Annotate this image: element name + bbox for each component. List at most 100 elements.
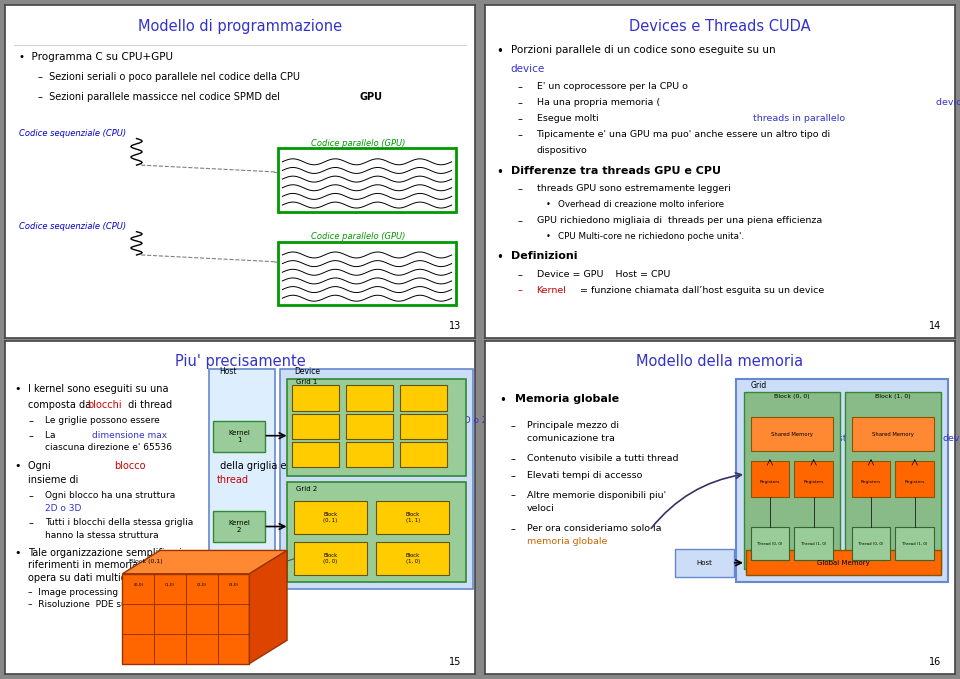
- Text: device memory: device memory: [936, 98, 960, 107]
- Text: Device = GPU    Host = CPU: Device = GPU Host = CPU: [537, 270, 670, 278]
- Text: –: –: [29, 518, 34, 528]
- FancyBboxPatch shape: [287, 379, 466, 475]
- Text: Esegue molti: Esegue molti: [537, 114, 601, 123]
- Text: 1D,: 1D,: [506, 491, 521, 500]
- FancyBboxPatch shape: [376, 542, 449, 575]
- Text: blocco: blocco: [114, 460, 145, 471]
- Text: •: •: [496, 45, 503, 58]
- FancyBboxPatch shape: [746, 551, 941, 575]
- Text: Codice sequenziale (CPU): Codice sequenziale (CPU): [19, 221, 126, 231]
- Text: Block (0, 0): Block (0, 0): [774, 394, 809, 399]
- Text: Shared Memory: Shared Memory: [872, 432, 914, 437]
- Text: Thread (0, 0): Thread (0, 0): [858, 542, 884, 546]
- Text: comunicazione tra: comunicazione tra: [527, 434, 618, 443]
- Text: ciascuna direzione e' 65536: ciascuna direzione e' 65536: [45, 443, 172, 452]
- Text: Host: Host: [697, 559, 712, 566]
- Text: Overhead di creazione molto inferiore: Overhead di creazione molto inferiore: [558, 200, 724, 209]
- Text: host: host: [827, 434, 847, 443]
- Text: Kernel
1: Kernel 1: [228, 430, 250, 443]
- Text: 2D o 3D: 2D o 3D: [45, 504, 82, 513]
- Text: –: –: [517, 130, 522, 140]
- Text: Block (0,1): Block (0,1): [130, 559, 163, 564]
- Text: della griglia in: della griglia in: [315, 430, 383, 440]
- FancyBboxPatch shape: [794, 460, 833, 497]
- Text: Registers: Registers: [904, 480, 924, 484]
- Text: insieme di: insieme di: [29, 475, 82, 485]
- FancyBboxPatch shape: [277, 242, 456, 305]
- Text: (2,0): (2,0): [197, 583, 207, 587]
- Text: device: device: [511, 64, 545, 73]
- Text: Ogni: Ogni: [29, 460, 54, 471]
- FancyBboxPatch shape: [292, 414, 339, 439]
- Text: –: –: [29, 416, 34, 426]
- FancyBboxPatch shape: [400, 386, 447, 411]
- Text: •: •: [14, 384, 21, 394]
- FancyBboxPatch shape: [346, 442, 393, 467]
- Text: –: –: [517, 82, 522, 92]
- Text: Thread (0, 0): Thread (0, 0): [757, 542, 782, 546]
- FancyBboxPatch shape: [292, 386, 339, 411]
- FancyBboxPatch shape: [794, 527, 833, 560]
- Text: Ogni blocco ha una struttura: Ogni blocco ha una struttura: [45, 491, 178, 500]
- Text: –: –: [511, 471, 516, 481]
- Text: riferimenti in memoria quando si: riferimenti in memoria quando si: [29, 560, 189, 570]
- Text: •: •: [14, 548, 21, 558]
- FancyBboxPatch shape: [896, 527, 934, 560]
- FancyBboxPatch shape: [852, 460, 890, 497]
- Text: (0,0): (0,0): [133, 583, 143, 587]
- Text: •: •: [496, 166, 503, 179]
- Text: veloci: veloci: [527, 504, 555, 513]
- FancyBboxPatch shape: [400, 414, 447, 439]
- Text: (1,0): (1,0): [165, 583, 175, 587]
- FancyBboxPatch shape: [213, 421, 265, 452]
- Text: Grid: Grid: [751, 381, 767, 390]
- Text: •: •: [14, 460, 21, 471]
- FancyBboxPatch shape: [400, 442, 447, 467]
- Text: Block
(1, 0): Block (1, 0): [405, 553, 420, 564]
- Text: griglia,: griglia,: [542, 384, 576, 394]
- Text: Definizioni: Definizioni: [511, 251, 577, 261]
- Text: –  Risoluzione  PDE su volumi: – Risoluzione PDE su volumi: [29, 600, 160, 609]
- Text: Block
(0, 0): Block (0, 0): [324, 553, 338, 564]
- Text: Differenze tra threads GPU e CPU: Differenze tra threads GPU e CPU: [511, 166, 721, 176]
- Text: La: La: [45, 430, 59, 440]
- Text: Thread (1, 0): Thread (1, 0): [801, 542, 827, 546]
- Text: Per ora consideriamo solo la: Per ora consideriamo solo la: [527, 524, 661, 533]
- Text: Shared Memory: Shared Memory: [771, 432, 812, 437]
- Text: –: –: [517, 98, 522, 108]
- FancyBboxPatch shape: [346, 414, 393, 439]
- FancyBboxPatch shape: [346, 386, 393, 411]
- Text: –: –: [517, 270, 522, 280]
- Text: Porzioni parallele di un codice sono eseguite su un: Porzioni parallele di un codice sono ese…: [511, 45, 776, 56]
- FancyBboxPatch shape: [852, 527, 890, 560]
- Text: Codice parallelo (GPU): Codice parallelo (GPU): [311, 139, 405, 147]
- Text: Tipicamente e' una GPU ma puo' anche essere un altro tipo di: Tipicamente e' una GPU ma puo' anche ess…: [537, 130, 830, 139]
- Text: = funzione chiamata dall’host esguita su un device: = funzione chiamata dall’host esguita su…: [577, 286, 824, 295]
- Text: Kernel
2: Kernel 2: [228, 520, 250, 533]
- FancyBboxPatch shape: [743, 392, 840, 569]
- Text: 14: 14: [929, 321, 941, 331]
- Text: 1D o 2D: 1D o 2D: [458, 416, 494, 425]
- Text: Piu' precisamente: Piu' precisamente: [175, 354, 305, 369]
- Text: –  Image processing: – Image processing: [29, 588, 118, 597]
- FancyBboxPatch shape: [675, 549, 734, 577]
- Text: Block
(0, 1): Block (0, 1): [324, 512, 338, 523]
- Text: threads GPU sono estremamente leggeri: threads GPU sono estremamente leggeri: [537, 184, 731, 193]
- Text: Thread (1, 0): Thread (1, 0): [902, 542, 927, 546]
- Text: 15: 15: [448, 657, 461, 667]
- Text: Device: Device: [294, 367, 320, 376]
- Text: 13: 13: [449, 321, 461, 331]
- Text: Tutti i blocchi della stessa griglia: Tutti i blocchi della stessa griglia: [45, 518, 193, 527]
- FancyBboxPatch shape: [896, 460, 934, 497]
- FancyBboxPatch shape: [751, 418, 833, 451]
- Text: Le griglie possono essere: Le griglie possono essere: [45, 416, 162, 425]
- Text: –: –: [511, 524, 516, 534]
- Text: memoria globale: memoria globale: [527, 537, 608, 546]
- Text: di thread: di thread: [125, 400, 172, 410]
- Text: Codice sequenziale (CPU): Codice sequenziale (CPU): [19, 128, 126, 138]
- FancyBboxPatch shape: [852, 418, 934, 451]
- Text: thread: thread: [217, 475, 249, 485]
- Text: Block (1, 0): Block (1, 0): [875, 394, 910, 399]
- Text: –: –: [517, 184, 522, 194]
- Text: blocchi: blocchi: [87, 400, 122, 410]
